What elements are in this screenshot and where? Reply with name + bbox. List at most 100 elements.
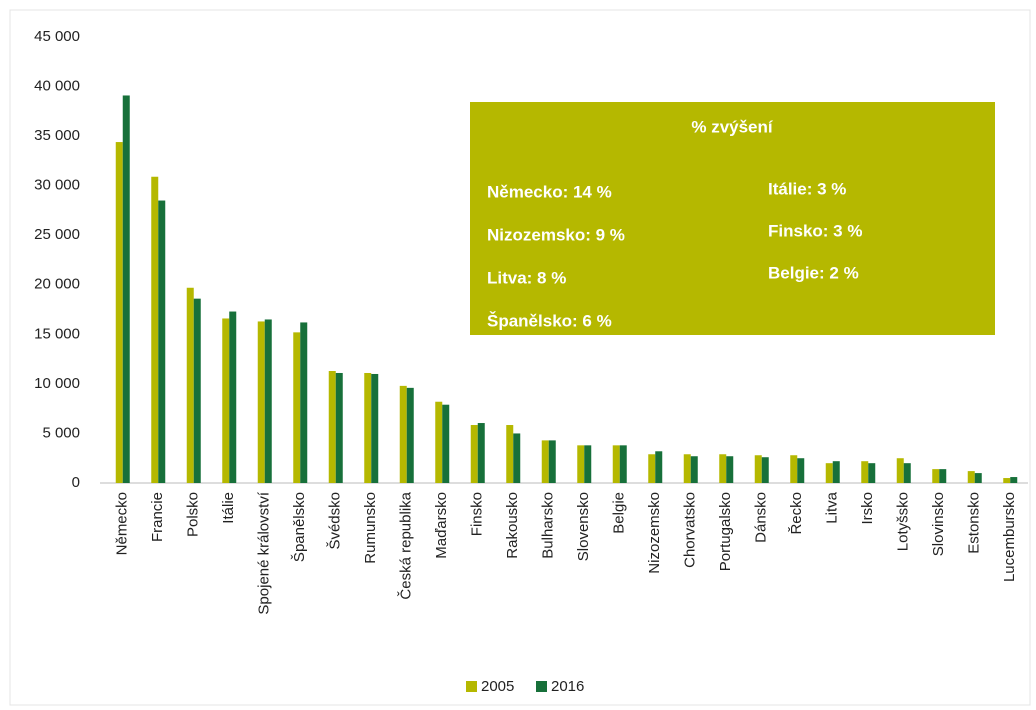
- x-tick-label: Itálie: [220, 492, 237, 524]
- bar: [939, 469, 947, 483]
- x-tick-label: Nizozemsko: [646, 492, 663, 574]
- bar: [655, 451, 663, 483]
- legend-swatch: [536, 681, 547, 692]
- y-tick-label: 10 000: [34, 375, 80, 392]
- bar: [399, 385, 407, 483]
- annotation-item: Itálie: 3 %: [768, 179, 846, 198]
- bar: [222, 318, 230, 483]
- bar: [584, 445, 592, 483]
- bar: [896, 458, 904, 483]
- bar: [1010, 477, 1018, 483]
- bar: [435, 401, 443, 483]
- x-tick-label: Chorvatsko: [682, 492, 699, 568]
- annotation-item: Litva: 8 %: [487, 268, 566, 287]
- x-tick-label: Lucembursko: [1001, 492, 1018, 582]
- x-tick-label: Polsko: [185, 492, 202, 537]
- y-tick-label: 45 000: [34, 28, 80, 45]
- bar: [158, 200, 166, 484]
- x-tick-label: Portugalsko: [717, 492, 734, 571]
- y-tick-label: 35 000: [34, 127, 80, 144]
- bar: [442, 404, 450, 483]
- bar: [967, 471, 975, 483]
- bar: [513, 433, 521, 483]
- bar: [932, 469, 940, 483]
- bar: [293, 332, 301, 483]
- x-tick-label: Lotyšsko: [895, 492, 912, 551]
- bar: [328, 371, 336, 483]
- bar: [470, 425, 478, 483]
- bar: [300, 322, 308, 483]
- y-tick-label: 20 000: [34, 276, 80, 293]
- bar: [1003, 478, 1011, 483]
- annotation-item: Finsko: 3 %: [768, 221, 862, 240]
- bar: [406, 387, 414, 483]
- annotation-item: Německo: 14 %: [487, 182, 612, 201]
- y-tick-label: 15 000: [34, 325, 80, 342]
- y-tick-label: 40 000: [34, 78, 80, 95]
- x-tick-label: Dánsko: [753, 492, 770, 543]
- x-tick-label: Česká republika: [398, 491, 415, 599]
- x-tick-label: Finsko: [469, 492, 486, 536]
- x-tick-label: Německo: [114, 492, 131, 555]
- x-tick-label: Estonsko: [966, 492, 983, 554]
- x-tick-label: Maďarsko: [433, 492, 450, 559]
- bar: [548, 440, 556, 483]
- bar: [335, 372, 343, 483]
- bar: [541, 440, 549, 483]
- bar: [257, 321, 265, 483]
- bar: [122, 95, 130, 483]
- x-tick-label: Francie: [149, 492, 166, 542]
- bar: [903, 463, 911, 483]
- x-tick-label: Slovensko: [575, 492, 592, 561]
- annotation-item: Nizozemsko: 9 %: [487, 225, 625, 244]
- bar: [683, 454, 691, 483]
- x-tick-label: Spojené království: [256, 491, 273, 614]
- bar: [577, 445, 585, 483]
- x-tick-label: Slovinsko: [930, 492, 947, 556]
- bar: [719, 454, 727, 483]
- legend-swatch: [466, 681, 477, 692]
- x-tick-label: Irsko: [859, 492, 876, 525]
- bar: [229, 311, 237, 483]
- y-tick-label: 0: [72, 474, 80, 491]
- annotation-item: Španělsko: 6 %: [487, 311, 612, 330]
- x-tick-label: Belgie: [611, 492, 628, 534]
- bar: [790, 455, 798, 483]
- y-tick-label: 30 000: [34, 177, 80, 194]
- legend-label: 2005: [481, 678, 514, 695]
- bar: [832, 461, 840, 483]
- bar: [371, 373, 379, 483]
- bar: [151, 176, 159, 483]
- bar: [477, 423, 485, 483]
- annotation-box: [470, 102, 995, 335]
- bar: [193, 298, 201, 483]
- bar: [264, 319, 272, 483]
- x-tick-label: Litva: [824, 491, 841, 523]
- x-tick-label: Španělsko: [291, 492, 308, 562]
- x-tick-label: Rakousko: [504, 492, 521, 559]
- bar: [648, 454, 656, 483]
- bar: [115, 142, 123, 483]
- bar: [825, 463, 833, 483]
- bar: [726, 456, 734, 483]
- bar: [761, 457, 769, 483]
- legend-label: 2016: [551, 678, 584, 695]
- bar: [868, 463, 876, 483]
- bar: [974, 473, 982, 483]
- annotation-title: % zvýšení: [691, 117, 774, 136]
- y-tick-label: 25 000: [34, 226, 80, 243]
- x-tick-label: Rumunsko: [362, 492, 379, 564]
- x-tick-label: Řecko: [788, 492, 805, 535]
- bar: [186, 287, 194, 483]
- bar: [861, 461, 869, 483]
- x-tick-label: Švédsko: [327, 492, 344, 550]
- bar: [619, 445, 627, 483]
- bar: [797, 458, 805, 483]
- bar: [754, 455, 762, 483]
- bar: [364, 372, 372, 483]
- bar: [690, 456, 698, 483]
- bar: [612, 445, 620, 483]
- bar: [506, 425, 514, 483]
- x-tick-label: Bulharsko: [540, 492, 557, 559]
